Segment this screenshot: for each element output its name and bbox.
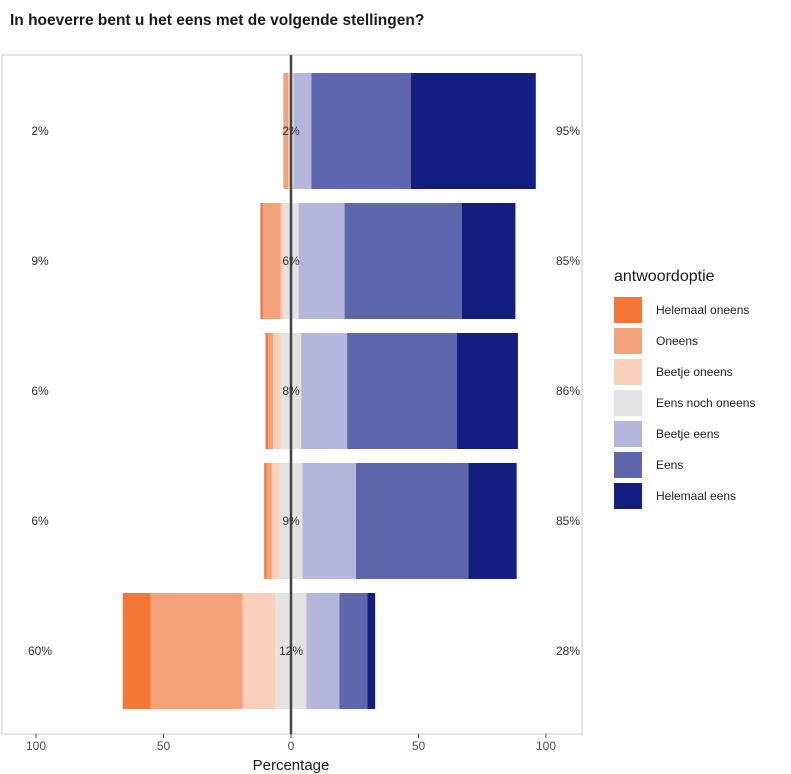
bar-eens-row-5 xyxy=(339,593,368,709)
bar-oneens-row-5 xyxy=(150,593,243,709)
legend-swatch xyxy=(614,327,642,354)
bar-eens-row-2 xyxy=(344,203,462,319)
legend-item-eens: Eens xyxy=(614,449,755,480)
x-tick-label: 0 xyxy=(288,739,295,753)
pct-label-left-row-5: 60% xyxy=(28,644,52,658)
bar-beetje-eens-row-2 xyxy=(298,203,345,319)
bar-beetje-eens-row-1 xyxy=(293,73,312,189)
pct-label-right-row-4: 85% xyxy=(556,514,580,528)
legend-item-oneens: Oneens xyxy=(614,325,755,356)
legend-label: Eens xyxy=(656,457,684,472)
legend-label: Helemaal oneens xyxy=(656,302,750,317)
legend-swatch xyxy=(614,358,642,385)
x-tick-label: 50 xyxy=(412,739,426,753)
legend-swatch xyxy=(614,296,642,323)
bar-helemaal-eens-row-3 xyxy=(456,333,518,449)
bar-beetje-eens-row-5 xyxy=(306,593,340,709)
bar-oneens-row-2 xyxy=(262,203,281,319)
bar-beetje-oneens-row-2 xyxy=(280,203,284,319)
pct-label-right-row-3: 86% xyxy=(556,384,580,398)
legend-label: Beetje oneens xyxy=(656,364,733,379)
legend-label: Oneens xyxy=(656,333,699,348)
x-tick-label: 100 xyxy=(536,739,556,753)
legend-swatch xyxy=(614,451,642,478)
bar-beetje-eens-row-4 xyxy=(302,463,357,579)
x-tick-label: 100 xyxy=(26,739,46,753)
legend-label: Beetje eens xyxy=(656,426,720,441)
pct-label-left-row-1: 2% xyxy=(31,124,49,138)
bar-beetje-oneens-row-4 xyxy=(271,463,280,579)
legend-swatch xyxy=(614,420,642,447)
bar-segments xyxy=(122,73,536,709)
pct-label-left-row-2: 9% xyxy=(31,254,49,268)
bar-helemaal-oneens-row-2 xyxy=(260,203,263,319)
page-title: In hoeverre bent u het eens met de volge… xyxy=(10,12,425,29)
legend-item-beetje-oneens: Beetje oneens xyxy=(614,356,755,387)
bar-oneens-row-3 xyxy=(268,333,274,449)
legend: antwoordoptie Helemaal oneens Oneens Beetj… xyxy=(614,268,755,511)
bar-beetje-oneens-row-3 xyxy=(273,333,281,449)
bar-helemaal-eens-row-4 xyxy=(468,463,517,579)
pct-label-left-row-4: 6% xyxy=(31,514,49,528)
legend-item-helemaal-oneens: Helemaal oneens xyxy=(614,294,755,325)
bar-eens-row-1 xyxy=(311,73,411,189)
bar-beetje-eens-row-3 xyxy=(301,333,348,449)
bar-helemaal-eens-row-2 xyxy=(461,203,516,319)
x-tick-label: 50 xyxy=(157,739,171,753)
bar-helemaal-eens-row-5 xyxy=(367,593,376,709)
percentage-labels: 2% 2% 95% 9% 6% 85% 6% 8% 86% 6% 9% 85% 60% 12% 28% xyxy=(28,124,580,658)
bar-eens-row-3 xyxy=(347,333,457,449)
pct-label-center-row-1: 2% xyxy=(282,124,300,138)
pct-label-center-row-5: 12% xyxy=(279,644,303,658)
bar-helemaal-oneens-row-3 xyxy=(265,333,269,449)
legend-item-beetje-eens: Beetje eens xyxy=(614,418,755,449)
bar-oneens-row-4 xyxy=(266,463,272,579)
legend-title: antwoordoptie xyxy=(614,268,715,285)
bar-beetje-oneens-row-5 xyxy=(242,593,276,709)
pct-label-right-row-1: 95% xyxy=(556,124,580,138)
legend-items: Helemaal oneens Oneens Beetje oneens Eens n… xyxy=(614,294,755,511)
pct-label-right-row-5: 28% xyxy=(556,644,580,658)
bar-helemaal-oneens-row-4 xyxy=(264,463,267,579)
bar-eens-row-4 xyxy=(356,463,469,579)
legend-item-eens-noch-oneens: Eens noch oneens xyxy=(614,387,755,418)
bar-helemaal-eens-row-1 xyxy=(410,73,536,189)
pct-label-right-row-2: 85% xyxy=(556,254,580,268)
pct-label-center-row-3: 8% xyxy=(282,384,300,398)
pct-label-center-row-2: 6% xyxy=(282,254,300,268)
x-axis-ticks: 100 50 0 50 100 xyxy=(26,734,556,753)
legend-item-helemaal-eens: Helemaal eens xyxy=(614,480,755,511)
legend-label: Eens noch oneens xyxy=(656,395,756,410)
x-axis-title: Percentage xyxy=(253,757,330,774)
bar-oneens-row-1 xyxy=(283,73,289,189)
pct-label-center-row-4: 9% xyxy=(282,514,300,528)
pct-label-left-row-3: 6% xyxy=(31,384,49,398)
legend-swatch xyxy=(614,482,642,509)
legend-label: Helemaal eens xyxy=(656,488,737,503)
legend-swatch xyxy=(614,389,642,416)
bar-helemaal-oneens-row-5 xyxy=(122,593,151,709)
